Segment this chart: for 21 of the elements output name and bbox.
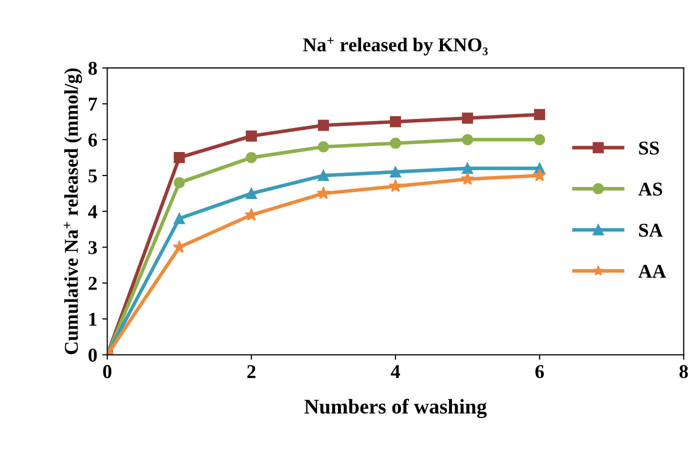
y-tick-label: 4	[88, 205, 98, 218]
x-axis-title: Numbers of washing	[304, 398, 487, 418]
chart-title: Na$^{+}$ released by KNO₃	[303, 37, 488, 56]
y-tick-label: 7	[88, 98, 98, 111]
legend-label: SS	[639, 142, 659, 155]
legend-label: AS	[638, 182, 662, 196]
y-axis-title: Cumulative Na$^{+}$ released (mmol/g)	[64, 68, 82, 354]
x-tick-label: 4	[390, 365, 400, 378]
x-tick-label: 8	[679, 365, 688, 378]
legend-label: SA	[639, 224, 663, 237]
y-tick-label: 1	[89, 312, 97, 326]
y-tick-label: 2	[88, 276, 97, 290]
x-tick-label: 6	[535, 365, 544, 378]
y-tick-label: 6	[88, 134, 97, 147]
x-tick-label: 2	[247, 365, 256, 378]
y-tick-label: 3	[88, 241, 97, 254]
legend-label: AA	[638, 264, 666, 278]
y-tick-label: 0	[88, 348, 97, 362]
y-tick-label: 8	[88, 62, 97, 75]
y-tick-label: 5	[88, 170, 97, 182]
x-tick-label: 0	[103, 365, 112, 378]
